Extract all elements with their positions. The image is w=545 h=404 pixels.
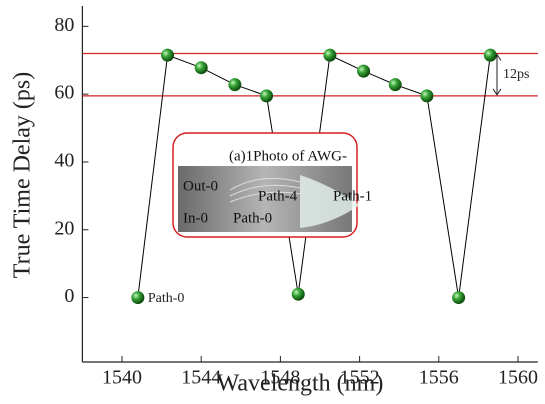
annotation: 12ps xyxy=(503,67,529,82)
data-point xyxy=(260,89,273,102)
x-tick-label: 1544 xyxy=(181,367,221,389)
point-label: Path-0 xyxy=(148,291,185,306)
inset-label: Path-1 xyxy=(333,188,372,204)
x-tick-label: 1552 xyxy=(340,367,380,389)
y-tick-label: 40 xyxy=(54,150,74,172)
x-tick-label: 1540 xyxy=(102,367,142,389)
inset-label: Path-0 xyxy=(233,210,272,226)
data-point xyxy=(323,49,336,62)
data-point xyxy=(420,89,433,102)
y-axis-title: True Time Delay (ps) xyxy=(10,72,36,278)
y-tick-label: 0 xyxy=(64,285,74,307)
data-point xyxy=(389,78,402,91)
y-tick-label: 20 xyxy=(54,217,74,239)
y-tick-label: 80 xyxy=(54,14,74,36)
x-tick-label: 1556 xyxy=(419,367,459,389)
inset-label: Out-0 xyxy=(183,178,218,194)
data-point xyxy=(292,288,305,301)
data-point xyxy=(161,49,174,62)
inset-label: In-0 xyxy=(183,210,208,226)
x-tick-label: 1560 xyxy=(498,367,538,389)
data-point xyxy=(452,291,465,304)
inset-title: (a)1Photo of AWG- xyxy=(229,148,347,164)
data-point xyxy=(357,65,370,78)
x-tick-label: 1548 xyxy=(260,367,300,389)
data-point xyxy=(195,61,208,74)
inset-label: Path-4 xyxy=(258,188,298,204)
data-point xyxy=(228,78,241,91)
y-tick-label: 60 xyxy=(54,82,74,104)
inset: (a)1Photo of AWG- Out-0 Path-4 Path-1 In… xyxy=(173,133,372,237)
data-point xyxy=(484,49,497,62)
chart: Wavelength (nm) True Time Delay (ps) 020… xyxy=(0,0,545,404)
data-point xyxy=(131,291,144,304)
